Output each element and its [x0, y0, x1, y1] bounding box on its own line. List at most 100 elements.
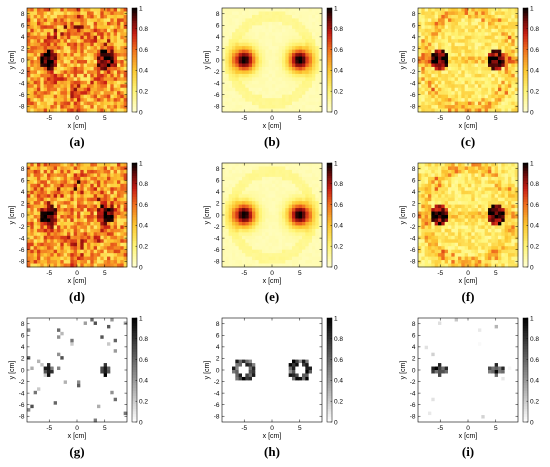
heatmap-cell	[285, 84, 290, 89]
heatmap-cell	[47, 169, 51, 174]
heatmap-cell	[464, 105, 469, 109]
heatmap-cell	[292, 208, 296, 212]
heatmap-cell	[117, 56, 121, 61]
heatmap-cell	[252, 32, 256, 37]
heatmap-cell	[265, 221, 270, 226]
heatmap-cell	[80, 32, 85, 37]
heatmap-cell	[298, 70, 303, 75]
heatmap-cell	[454, 32, 459, 37]
colorbar-segment	[132, 57, 137, 61]
heatmap-cell	[494, 56, 499, 61]
heatmap-cell	[63, 80, 68, 85]
heatmap-cell	[100, 28, 105, 33]
heatmap-cell	[87, 201, 91, 205]
colorbar-segment	[327, 230, 332, 234]
heatmap-cell	[444, 25, 449, 30]
heatmap-cell	[235, 42, 240, 47]
heatmap-cell	[302, 218, 306, 223]
heatmap-cell	[37, 187, 41, 192]
heatmap-cell	[424, 56, 429, 61]
heatmap-cell	[448, 21, 452, 26]
heatmap-cell	[123, 246, 128, 251]
heatmap-cell	[53, 169, 58, 174]
heatmap-cell	[90, 56, 95, 61]
heatmap-cell	[252, 235, 256, 240]
heatmap-cell	[47, 39, 51, 44]
heatmap-cell	[57, 73, 61, 78]
heatmap-cell	[103, 73, 108, 78]
heatmap-cell	[312, 256, 316, 261]
heatmap-cell	[262, 11, 266, 16]
heatmap-cell	[33, 14, 38, 19]
colorbar-tick-label: 0.8	[139, 26, 148, 33]
heatmap-cell	[27, 201, 31, 205]
heatmap-cell	[103, 201, 108, 205]
heatmap-cell	[431, 105, 436, 109]
heatmap-cell	[285, 215, 290, 219]
heatmap-cell	[295, 70, 300, 75]
heatmap-cell	[110, 18, 115, 23]
heatmap-cell	[235, 80, 240, 85]
heatmap-cell	[103, 39, 108, 44]
colorbar-segment	[523, 99, 528, 102]
heatmap-cell	[53, 14, 58, 19]
heatmap-cell	[242, 91, 246, 96]
heatmap-cell	[63, 63, 68, 68]
heatmap-cell	[315, 235, 320, 240]
heatmap-cell	[43, 260, 48, 264]
heatmap-cell	[30, 11, 35, 16]
heatmap-cell	[43, 91, 48, 96]
heatmap-cell	[83, 263, 88, 268]
heatmap-cell	[110, 180, 115, 185]
heatmap-cell	[245, 49, 250, 54]
heatmap-cell	[308, 46, 313, 50]
heatmap-cell	[110, 101, 115, 106]
heatmap-cell	[285, 239, 290, 244]
heatmap-cell	[478, 42, 482, 47]
heatmap-cell	[288, 28, 293, 33]
heatmap-cell	[285, 225, 290, 230]
heatmap-cell	[498, 98, 502, 102]
heatmap-cell	[292, 53, 296, 57]
heatmap-cell	[235, 11, 240, 16]
y-tick-label: -8	[19, 104, 25, 111]
heatmap-cell	[295, 235, 300, 240]
heatmap-cell	[235, 84, 240, 89]
heatmap-cell	[494, 77, 499, 82]
heatmap-cell	[305, 260, 310, 264]
heatmap-cell	[285, 77, 290, 82]
heatmap-cell	[90, 166, 95, 171]
colorbar-segment	[327, 80, 332, 84]
heatmap-cell	[424, 53, 429, 57]
heatmap-cell	[448, 18, 452, 23]
heatmap-cell	[33, 260, 38, 264]
heatmap-cell	[421, 35, 426, 40]
heatmap-cell	[484, 42, 489, 47]
heatmap-cell	[461, 11, 466, 16]
heatmap-cell	[110, 253, 115, 257]
heatmap-cell	[315, 28, 320, 33]
heatmap-cell	[288, 14, 293, 19]
heatmap-cell	[70, 60, 75, 64]
heatmap-cell	[232, 176, 236, 181]
colorbar-segment	[327, 196, 332, 200]
heatmap-cell	[262, 218, 266, 223]
heatmap-cell	[70, 183, 75, 188]
heatmap-cell	[37, 218, 41, 223]
heatmap-cell	[47, 263, 51, 268]
heatmap-cell	[258, 221, 263, 226]
heatmap-cell	[315, 42, 320, 47]
heatmap-cell	[232, 166, 236, 171]
heatmap-cell	[47, 221, 51, 226]
heatmap-cell	[318, 73, 323, 78]
heatmap-cell	[282, 66, 286, 71]
heatmap-cell	[90, 46, 95, 50]
heatmap-cell	[511, 87, 516, 92]
heatmap-cell	[47, 80, 51, 85]
heatmap-cell	[245, 101, 250, 106]
heatmap-cell	[444, 98, 449, 102]
heatmap-cell	[315, 56, 320, 61]
heatmap-cell	[225, 169, 230, 174]
heatmap-cell	[117, 235, 121, 240]
heatmap-cell	[288, 77, 293, 82]
